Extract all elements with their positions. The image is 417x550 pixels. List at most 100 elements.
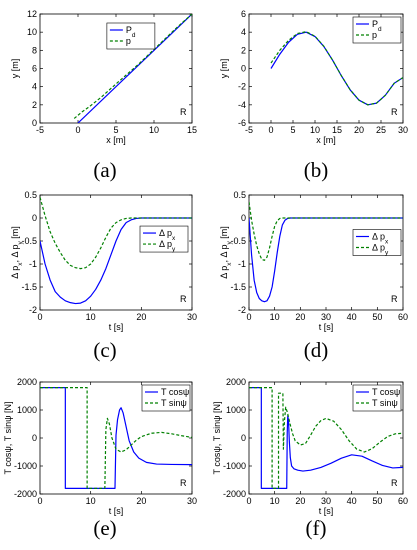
series-group [73,14,192,123]
series-line-reference [77,14,192,123]
x-tick-label: 60 [398,496,408,506]
x-axis-label: x [m] [316,135,336,145]
x-tick-label: 30 [321,312,331,322]
x-axis-label: t [s] [109,322,124,332]
legend-box [352,229,402,256]
y-axis-label: y [m] [10,59,20,79]
y-tick-label: -1.5 [21,282,37,292]
legend-box [106,22,156,50]
panel-c: 0 10 20 30 -2 -1.5 -1 -0.5 0 0.5 t [s] Δ px, Δ py [… [10,190,197,332]
corner-label: R [391,478,398,488]
x-tick-label: 10 [270,312,280,322]
x-tick-label: 0 [246,312,251,322]
series-group [249,387,403,489]
x-tick-label: 0 [37,312,42,322]
series-line-actual [270,31,403,106]
y-axis-label: T cosψ, T sinψ [N] [3,401,13,474]
y-tick-label: -4 [238,100,246,110]
series-line-actual [40,197,192,270]
legend-label: Pd [372,19,382,33]
x-tick-label: 30 [187,312,197,322]
y-tick-label: 1000 [226,405,246,415]
legend-label: T sinψ [372,398,398,408]
x-tick-label: 0 [75,125,80,135]
y-tick-label: -2000 [14,489,37,499]
y-axis-label: Δ px, Δ py [m] [219,226,233,279]
series-line-reference [40,387,192,489]
series-line-actual [249,201,403,261]
legend: Δ pxΔ py [352,229,402,257]
y-tick-label: -6 [238,118,246,128]
caption-f: (f) [305,516,327,540]
y-tick-label: 6 [32,64,37,74]
legend-box [141,384,191,412]
corner-label: R [180,478,187,488]
corner-label: R [180,107,187,117]
legend-box [352,384,402,412]
caption-c: (c) [93,338,117,362]
y-tick-label: -1 [29,259,37,269]
x-tick-label: 20 [354,125,364,135]
y-axis-label: Δ px, Δ py [m] [10,226,24,279]
corner-label: R [391,294,398,304]
y-tick-label: 12 [27,9,37,19]
y-tick-label: -2000 [223,489,246,499]
y-tick-label: 0 [32,213,37,223]
y-tick-label: -0.5 [21,236,37,246]
caption-a: (a) [93,158,117,182]
y-tick-label: 0.5 [24,190,37,200]
legend-label: T cosψ [161,387,189,397]
series-line-reference [40,217,192,305]
x-tick-label: 30 [321,496,331,506]
series-group [270,31,403,106]
legend-label: Δ py [372,243,389,257]
y-tick-label: -1.5 [230,282,246,292]
x-axis-label: t [s] [319,506,334,516]
caption-e: (e) [93,516,117,540]
y-tick-label: -1000 [223,461,246,471]
x-tick-label: 30 [398,125,408,135]
x-tick-label: 40 [347,312,357,322]
legend-label: p [372,30,377,40]
y-tick-label: -2 [29,305,37,315]
legend: Pdp [106,22,156,50]
y-tick-label: -0.5 [230,236,246,246]
panel-b: -5 0 5 10 15 20 25 30 -6 -4 -2 0 2 4 6 x [m] y [m] R Pdp [219,9,408,145]
x-tick-label: 40 [347,496,357,506]
x-tick-label: -5 [245,125,253,135]
x-axis-label: x [m] [106,135,126,145]
legend-label: Pd [126,25,136,39]
x-tick-label: 10 [149,125,159,135]
y-tick-label: 2 [32,100,37,110]
y-axis-label: y [m] [219,59,229,79]
legend-label: p [126,36,131,46]
x-tick-label: 15 [187,125,197,135]
series-line-reference [249,387,403,489]
y-tick-label: 2000 [226,377,246,387]
x-tick-label: 20 [136,496,146,506]
x-tick-label: 20 [295,496,305,506]
x-tick-label: 10 [86,496,96,506]
x-tick-label: 5 [290,125,295,135]
x-tick-label: -5 [36,125,44,135]
series-group [249,201,403,303]
panel-f: 0 10 20 30 40 50 60 -2000 -1000 0 1000 2000 t [s] T c… [212,377,408,516]
legend-label: T sinψ [161,398,187,408]
panel-e: 0 10 20 30 -2000 -1000 0 1000 2000 t [s] T cosψ, T… [3,377,197,516]
y-tick-label: -2 [238,305,246,315]
y-tick-label: 0 [241,433,246,443]
series-group [40,197,192,305]
series-line-actual [73,14,192,119]
x-axis-label: t [s] [109,506,124,516]
y-tick-label: 0 [241,64,246,74]
y-tick-label: 2 [241,45,246,55]
series-line-actual [40,387,192,489]
y-tick-label: 0 [241,213,246,223]
legend-box [139,225,189,253]
x-tick-label: 5 [113,125,118,135]
plot-frame [39,194,193,311]
legend-label: Δ py [159,239,176,253]
y-tick-label: -1 [238,259,246,269]
